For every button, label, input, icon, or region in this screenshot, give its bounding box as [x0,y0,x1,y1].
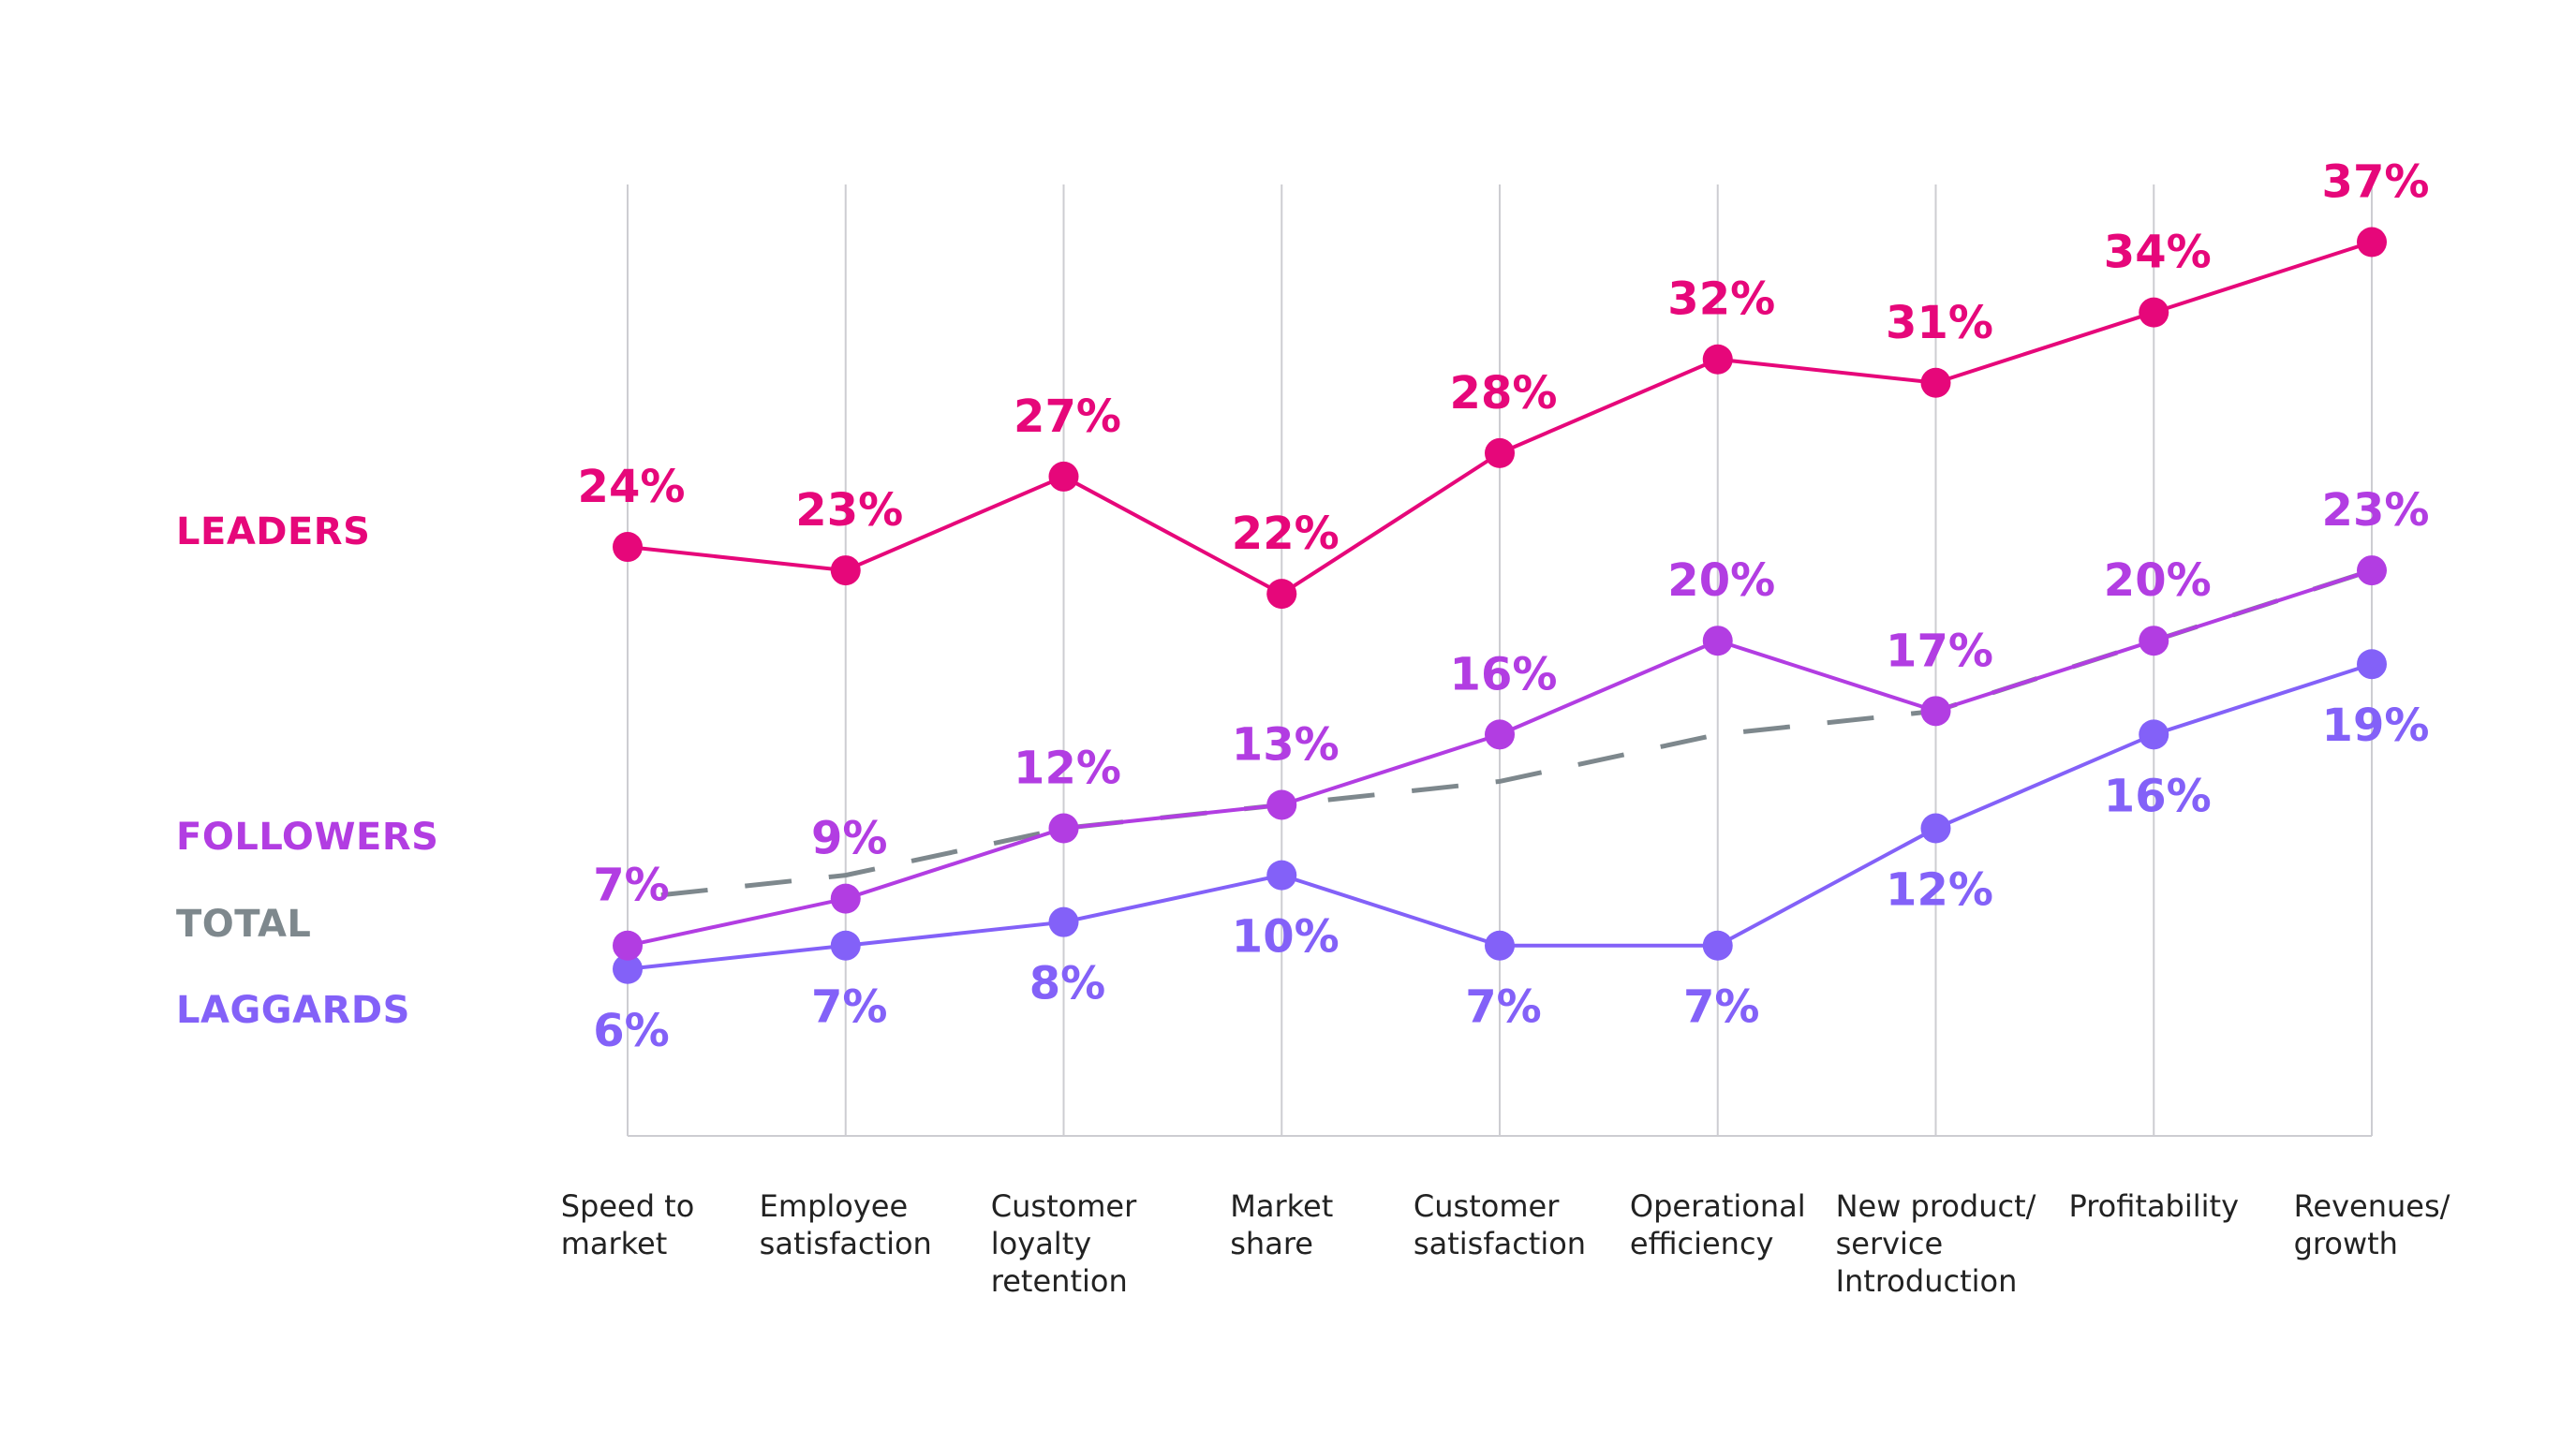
leaders-data-label: 37% [2322,156,2430,209]
laggards-data-label: 8% [1029,958,1106,1010]
x-tick-label: New product/ service Introduction [1835,1188,2036,1299]
x-tick-label: Market share [1230,1188,1334,1261]
laggards-data-point [1702,930,1733,961]
followers-data-label: 17% [1886,625,1993,677]
leaders-data-label: 22% [1232,508,1340,560]
followers-data-point [2357,555,2387,586]
followers-data-label: 20% [2104,554,2212,607]
laggards-data-point [1920,813,1951,844]
leaders-data-point [1920,367,1951,398]
leaders-data-point [613,532,643,563]
x-tick-label: Profitability [2068,1188,2240,1224]
followers-data-point [1920,696,1951,727]
x-tick-label: Customer satisfaction [1413,1188,1587,1261]
x-tick-label: Revenues/ growth [2293,1188,2450,1261]
laggards-data-point [1266,860,1297,891]
leaders-data-point [1266,579,1297,610]
leaders-data-label: 23% [795,484,903,537]
laggards-data-label: 12% [1886,864,1993,917]
followers-data-point [1048,813,1079,844]
laggards-data-point [613,953,643,984]
leaders-data-point [2139,297,2169,328]
followers-data-label: 16% [1450,648,1558,700]
leaders-data-point [2357,227,2387,258]
laggards-data-label: 10% [1232,911,1340,964]
leaders-data-label: 24% [578,461,686,513]
laggards-data-label: 16% [2104,770,2212,822]
legend-total: TOTAL [176,903,312,946]
leaders-data-point [830,555,861,586]
followers-data-point [1485,719,1515,750]
followers-data-label: 20% [1667,554,1775,607]
leaders-data-label: 32% [1667,273,1775,326]
laggards-data-point [1048,906,1079,937]
followers-data-label: 13% [1232,718,1340,771]
x-tick-label: Customer loyalty retention [990,1188,1137,1299]
followers-data-label: 7% [593,860,670,912]
legend-followers: FOLLOWERS [176,816,439,859]
laggards-data-label: 6% [593,1005,670,1057]
leaders-data-point [1702,344,1733,375]
followers-data-point [1702,626,1733,656]
x-tick-label: Operational efficiency [1629,1188,1806,1261]
followers-data-point [613,930,643,961]
laggards-data-label: 19% [2322,700,2430,752]
followers-data-label: 9% [811,813,888,865]
followers-data-point [1266,789,1297,820]
laggards-data-point [2139,719,2169,750]
leaders-data-label: 31% [1886,297,1993,349]
laggards-data-label: 7% [1465,981,1542,1034]
laggards-data-point [830,930,861,961]
x-tick-label: Speed to market [560,1188,695,1261]
x-tick-label: Employee satisfaction [759,1188,932,1261]
followers-data-point [830,883,861,914]
leaders-data-point [1485,437,1515,468]
leaders-data-point [1048,461,1079,492]
leaders-data-label: 34% [2104,227,2212,279]
laggards-data-point [2357,649,2387,680]
followers-data-point [2139,626,2169,656]
laggards-data-point [1485,930,1515,961]
legend-laggards: LAGGARDS [176,989,410,1032]
legend-leaders: LEADERS [176,510,371,553]
leaders-data-label: 27% [1014,390,1121,443]
leaders-data-label: 28% [1450,367,1558,420]
followers-data-label: 23% [2322,484,2430,537]
laggards-data-label: 7% [1683,981,1760,1034]
followers-data-label: 12% [1014,743,1121,795]
laggards-data-label: 7% [811,981,888,1034]
